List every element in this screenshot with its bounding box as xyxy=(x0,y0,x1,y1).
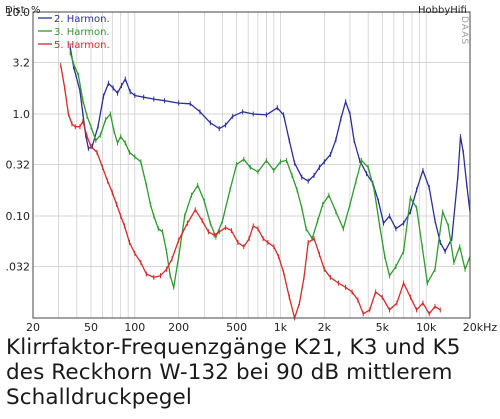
caption-line: Schalldruckpegel xyxy=(6,385,192,410)
distortion-chart: 10.0 3.2 1.0 0.32 0.10 .032 20 50 100 200 500 1k 2k 5… xyxy=(5,5,498,334)
x-tick-label: 50 xyxy=(84,321,98,334)
y-tick-label: 0.32 xyxy=(6,158,31,171)
legend-label: 3. Harmon. xyxy=(54,27,110,38)
legend-label: 2. Harmon. xyxy=(54,14,110,25)
series-2-group xyxy=(69,50,471,290)
series-1-group xyxy=(69,44,471,254)
x-tick-label: 100 xyxy=(124,321,145,334)
x-tick-label: 200 xyxy=(168,321,189,334)
x-tick-label: 20kHz xyxy=(463,321,498,334)
chart-caption: Klirrfaktor-Frequenzgänge K21, K3 und K5… xyxy=(6,335,496,410)
y-tick-label: .032 xyxy=(6,260,31,273)
y-tick-label: 3.2 xyxy=(13,56,31,69)
series-3-group xyxy=(60,62,441,321)
x-tick-label: 1k xyxy=(274,321,288,334)
x-tick-label: 10k xyxy=(416,321,437,334)
side-label: DAAS xyxy=(459,16,469,45)
y-axis-label: Dist. % xyxy=(5,5,40,16)
y-tick-label: 0.10 xyxy=(6,210,31,223)
y-tick-label: 1.0 xyxy=(13,108,31,121)
chart-legend: 2. Harmon. 3. Harmon. 5. Harmon. xyxy=(38,14,110,51)
y-tick-label: 10.0 xyxy=(6,6,31,19)
caption-line: Klirrfaktor-Frequenzgänge K21, K3 und K5 xyxy=(6,335,461,360)
legend-label: 5. Harmon. xyxy=(54,40,110,51)
plot-frame xyxy=(32,11,471,319)
x-tick-label: 20 xyxy=(26,321,40,334)
chart-grid xyxy=(32,11,471,318)
brand-label: HobbyHifi xyxy=(418,5,467,16)
caption-line: des Reckhorn W-132 bei 90 dB mittlerem xyxy=(6,360,453,385)
x-tick-label: 2k xyxy=(318,321,332,334)
x-tick-label: 5k xyxy=(376,321,390,334)
chart-series-group xyxy=(60,44,471,321)
chart-axes: 10.0 3.2 1.0 0.32 0.10 .032 20 50 100 200 500 1k 2k 5… xyxy=(6,6,498,334)
x-tick-label: 500 xyxy=(226,321,247,334)
